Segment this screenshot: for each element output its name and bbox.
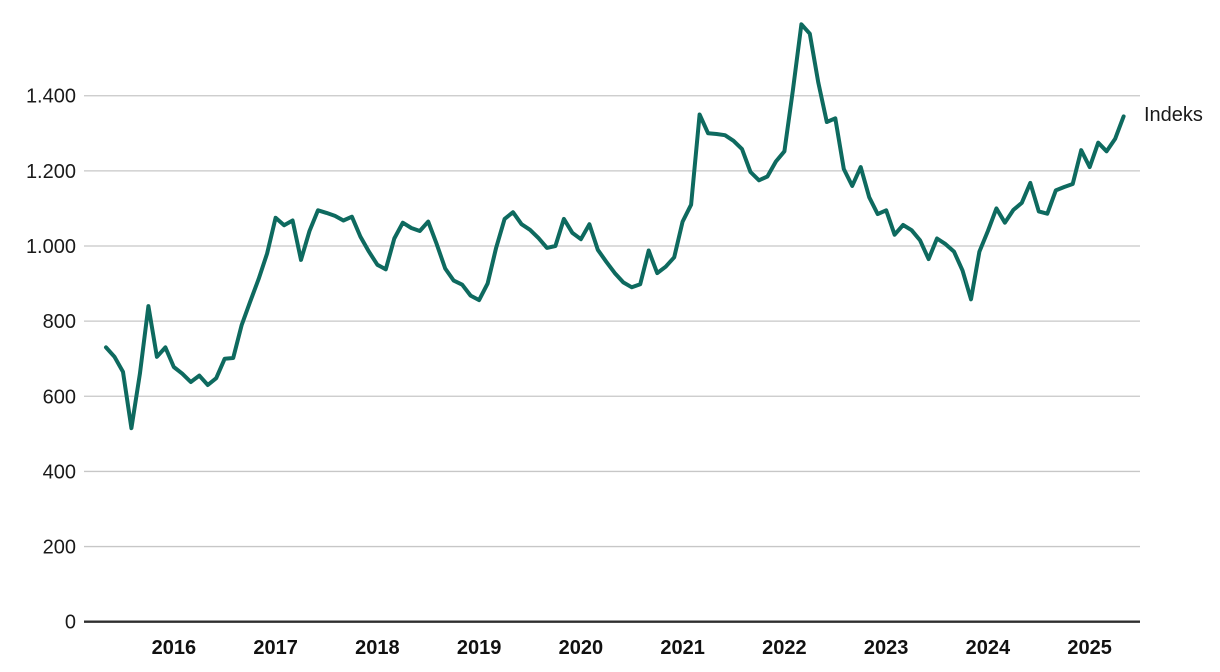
y-tick-label: 1.000 <box>26 236 76 258</box>
x-tick-label: 2016 <box>152 637 197 659</box>
y-tick-label: 800 <box>43 311 76 333</box>
indeks-line <box>104 22 1126 431</box>
y-tick-label: 1.400 <box>26 86 76 108</box>
x-tick-label: 2018 <box>355 637 400 659</box>
y-axis-tick-labels: 0 200 400 600 800 1.000 1.200 1.400 <box>26 86 76 634</box>
x-tick-label: 2024 <box>966 637 1011 659</box>
x-axis-tick-labels: 2016 2017 2018 2019 2020 2021 2022 2023 2024 2025 <box>152 637 1112 659</box>
series-label-indeks: Indeks <box>1144 104 1203 126</box>
data-series-line <box>104 22 1126 431</box>
y-tick-label: 200 <box>43 537 76 559</box>
x-tick-label: 2025 <box>1067 637 1112 659</box>
x-tick-label: 2019 <box>457 637 502 659</box>
x-tick-label: 2021 <box>660 637 705 659</box>
y-tick-label: 400 <box>43 461 76 483</box>
x-tick-label: 2020 <box>559 637 604 659</box>
gridlines <box>84 95 1140 623</box>
y-tick-label: 0 <box>65 612 76 634</box>
y-tick-label: 1.200 <box>26 161 76 183</box>
y-tick-label: 600 <box>43 386 76 408</box>
x-tick-label: 2017 <box>253 637 298 659</box>
x-tick-label: 2023 <box>864 637 909 659</box>
x-tick-label: 2022 <box>762 637 807 659</box>
